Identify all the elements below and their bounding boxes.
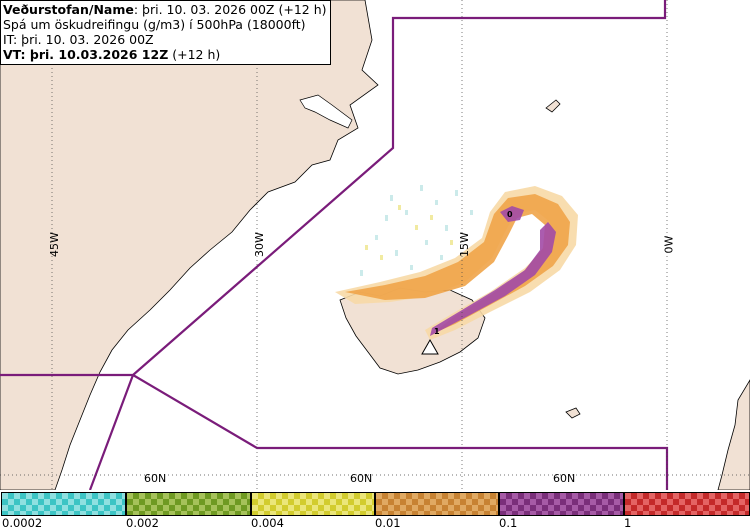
ash-plume — [335, 186, 578, 340]
greenland-landmass — [0, 0, 379, 491]
ash-dispersion-map: 45W 30W 15W 0W 60N 60N 60N 0 1 Veðurstof… — [0, 0, 750, 491]
norway-coast — [717, 379, 750, 491]
latitude-label: 60N — [553, 472, 576, 485]
legend-tick: 1 — [624, 516, 632, 530]
fjord-inlet — [299, 94, 353, 129]
longitude-label-15w: 15W — [457, 232, 471, 257]
title-line-1: Veðurstofan/Name: þri. 10. 03. 2026 00Z … — [3, 2, 327, 17]
latitude-label: 60N — [350, 472, 373, 485]
title-box: Veðurstofan/Name: þri. 10. 03. 2026 00Z … — [0, 0, 331, 65]
title-line-4-value: (+12 h) — [168, 47, 221, 62]
legend-band-1 — [1, 492, 126, 516]
legend-band-3 — [251, 492, 375, 516]
legend-tick: 0.002 — [126, 516, 159, 530]
latitude-label: 60N — [144, 472, 167, 485]
title-line-4-label: VT: þri. 10.03.2026 12Z — [3, 47, 169, 62]
map-canvas — [0, 0, 750, 491]
small-island — [565, 407, 581, 419]
longitude-label-0w: 0W — [662, 235, 676, 254]
title-line-1-value: : þri. 10. 03. 2026 00Z (+12 h) — [133, 2, 327, 17]
legend-tick: 0.01 — [375, 516, 401, 530]
volcano-icon — [421, 338, 439, 355]
title-line-2: Spá um öskudreifingu (g/m3) í 500hPa (18… — [3, 17, 306, 32]
color-legend: 0.0002 0.002 0.004 0.01 0.1 1 — [0, 490, 750, 532]
marker-0: 0 — [507, 210, 513, 219]
title-line-3: IT: þri. 10. 03. 2026 00Z — [3, 32, 154, 47]
ash-speckles — [360, 185, 473, 276]
marker-1: 1 — [434, 327, 440, 336]
legend-band-2 — [126, 492, 251, 516]
graticule — [0, 0, 750, 490]
jan-mayen-island — [545, 99, 561, 113]
title-line-4: VT: þri. 10.03.2026 12Z (+12 h) — [3, 47, 327, 62]
legend-tick: 0.1 — [499, 516, 518, 530]
legend-tick: 0.004 — [251, 516, 284, 530]
legend-band-4 — [375, 492, 499, 516]
legend-band-6 — [624, 492, 750, 516]
legend-band-5 — [499, 492, 624, 516]
longitude-label-30w: 30W — [252, 232, 266, 257]
ash-speckles-yellow — [365, 205, 453, 260]
longitude-label-45w: 45W — [47, 232, 61, 257]
title-line-1-label: Veðurstofan/Name — [3, 2, 134, 17]
legend-tick: 0.0002 — [2, 516, 43, 530]
